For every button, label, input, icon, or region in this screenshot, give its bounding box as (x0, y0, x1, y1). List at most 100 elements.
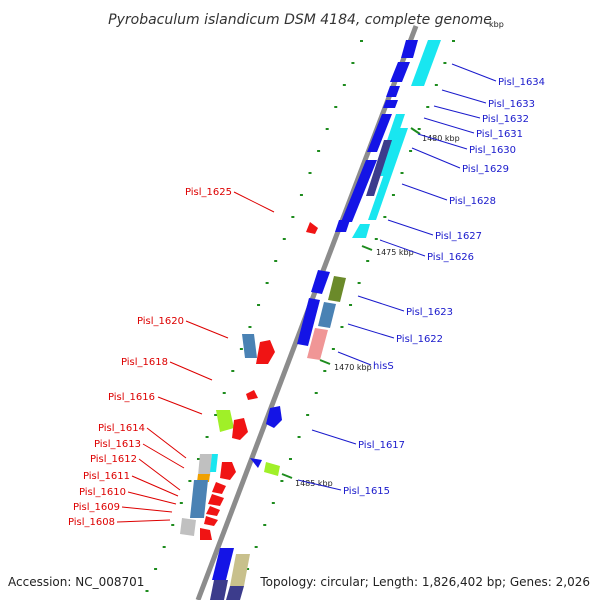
gene-arrow[interactable] (318, 302, 336, 328)
tick-dot (452, 40, 455, 42)
tick-dot (188, 480, 192, 482)
gene-label-pisl-1623[interactable]: Pisl_1623 (406, 307, 453, 318)
right-leader-lines: Pisl_1634 Pisl_1633 Pisl_1632 Pisl_1631 Pisl… (297, 63, 545, 497)
tick-dot (323, 370, 327, 372)
leader-line (138, 458, 181, 491)
gene-arrow[interactable] (210, 454, 218, 472)
tick-dot (280, 480, 284, 482)
gene-arrow[interactable] (366, 140, 392, 196)
gene-label-pisl-1608[interactable]: Pisl_1608 (68, 517, 115, 528)
gene-arrow[interactable] (206, 506, 220, 516)
gene-label-pisl-1620[interactable]: Pisl_1620 (137, 316, 184, 327)
gene-arrow[interactable] (307, 328, 328, 360)
tick-dot (196, 458, 200, 460)
gene-arrow[interactable] (204, 516, 218, 526)
leader-line (387, 219, 434, 236)
gene-arrow[interactable] (297, 298, 320, 346)
tick-dot (334, 106, 338, 108)
tick-dot (417, 128, 421, 130)
gene-arrow[interactable] (328, 276, 346, 302)
gene-label-pisl-1617[interactable]: Pisl_1617 (358, 440, 405, 451)
gene-arrow[interactable] (180, 518, 196, 536)
gene-label-pisl-1610[interactable]: Pisl_1610 (79, 487, 126, 498)
gene-arrow[interactable] (242, 334, 257, 358)
gene-arrow[interactable] (246, 390, 258, 400)
leader-line (411, 147, 461, 169)
gene-label-pisl-1622[interactable]: Pisl_1622 (396, 334, 443, 345)
leader-line (433, 105, 481, 119)
gene-arrow[interactable] (411, 40, 441, 86)
gene-arrow[interactable] (256, 340, 275, 364)
gene-label-pisl-1629[interactable]: Pisl_1629 (462, 164, 509, 175)
leader-line (146, 427, 187, 459)
leader-line (451, 63, 497, 82)
gene-label-pisl-1625[interactable]: Pisl_1625 (185, 187, 232, 198)
leader-line (142, 443, 185, 469)
tick-dot (400, 172, 404, 174)
gene-arrow[interactable] (390, 62, 410, 82)
gene-arrow[interactable] (216, 410, 234, 432)
left-leader-lines: Pisl_1625 Pisl_1620 Pisl_1618 Pisl_1616 Pisl… (68, 187, 275, 528)
gene-arrow[interactable] (352, 224, 370, 238)
tick-dot (214, 414, 218, 416)
tick-dot (374, 238, 378, 240)
gene-arrow[interactable] (250, 458, 262, 468)
gene-arrow[interactable] (220, 462, 236, 480)
gene-arrow[interactable] (386, 86, 400, 97)
gene-label-pisl-1628[interactable]: Pisl_1628 (449, 196, 496, 207)
gene-label-pisl-1631[interactable]: Pisl_1631 (476, 129, 523, 140)
gene-arrow[interactable] (208, 494, 224, 506)
tick-dot (179, 502, 183, 504)
gene-label-hiss[interactable]: hisS (373, 361, 394, 372)
tick-dot (265, 282, 269, 284)
gene-arrow[interactable] (232, 418, 248, 440)
leader-line (233, 191, 275, 213)
gene-arrow[interactable] (335, 220, 350, 232)
gene-label-pisl-1614[interactable]: Pisl_1614 (98, 423, 145, 434)
tick-dot (342, 84, 346, 86)
gene-label-pisl-1634[interactable]: Pisl_1634 (498, 77, 545, 88)
gene-label-pisl-1626[interactable]: Pisl_1626 (427, 252, 474, 263)
gene-arrow[interactable] (226, 586, 244, 600)
gene-label-pisl-1618[interactable]: Pisl_1618 (121, 357, 168, 368)
gene-label-pisl-1630[interactable]: Pisl_1630 (469, 145, 516, 156)
gene-arrow[interactable] (210, 580, 228, 600)
accession-text: Accession: NC_008701 (8, 575, 144, 589)
gene-arrow[interactable] (341, 160, 377, 222)
gene-arrow[interactable] (401, 40, 418, 58)
gene-arrow[interactable] (266, 406, 282, 428)
gene-label-pisl-1612[interactable]: Pisl_1612 (90, 454, 137, 465)
gene-label-pisl-1611[interactable]: Pisl_1611 (83, 471, 130, 482)
tick-dot (154, 568, 158, 570)
gene-arrow[interactable] (383, 100, 398, 108)
leader-line (337, 351, 372, 366)
tick-dot (162, 546, 166, 548)
gene-label-pisl-1613[interactable]: Pisl_1613 (94, 439, 141, 450)
leader-line (169, 361, 213, 381)
gene-label-pisl-1616[interactable]: Pisl_1616 (108, 392, 155, 403)
gene-label-pisl-1632[interactable]: Pisl_1632 (482, 114, 529, 125)
tick-dot (391, 194, 395, 196)
gene-arrow[interactable] (200, 528, 212, 540)
gene-arrow[interactable] (264, 462, 280, 476)
gene-label-pisl-1609[interactable]: Pisl_1609 (73, 502, 120, 513)
tick-dot (246, 568, 250, 570)
gene-arrow[interactable] (311, 270, 330, 294)
gene-arrow[interactable] (367, 114, 392, 152)
leader-line (121, 506, 173, 513)
gene-arrow[interactable] (198, 454, 212, 476)
gene-label-pisl-1633[interactable]: Pisl_1633 (488, 99, 535, 110)
gene-arrow[interactable] (306, 222, 318, 234)
gene-label-pisl-1615[interactable]: Pisl_1615 (343, 486, 390, 497)
gene-arrow[interactable] (212, 548, 234, 580)
gene-arrow[interactable] (230, 554, 250, 586)
tick-dot (171, 524, 175, 526)
gene-arrow[interactable] (368, 128, 408, 220)
tick-dot (409, 150, 413, 152)
leader-line (297, 479, 342, 491)
gene-arrow[interactable] (212, 482, 226, 494)
leader-line (417, 133, 468, 150)
gene-label-pisl-1627[interactable]: Pisl_1627 (435, 231, 482, 242)
gene-arrow[interactable] (190, 480, 208, 518)
